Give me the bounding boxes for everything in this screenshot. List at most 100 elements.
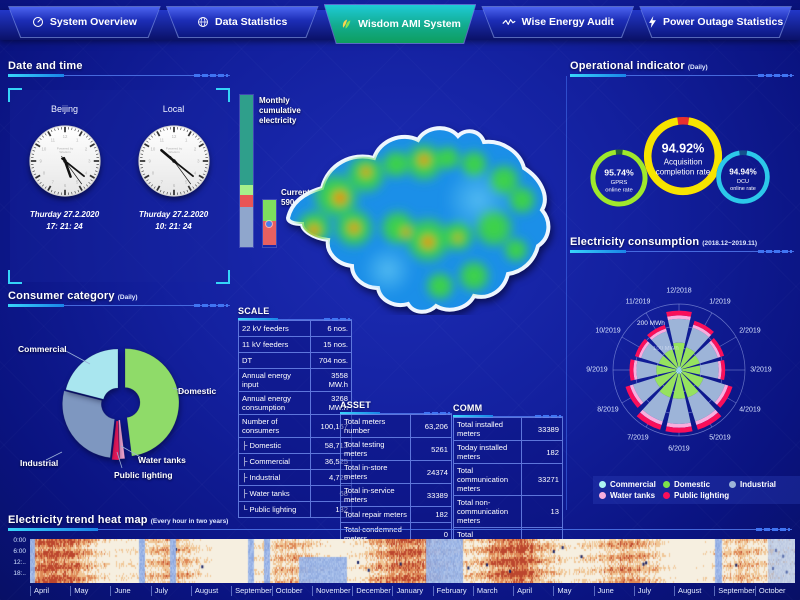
table-row: └ Public lighting 132 (238, 502, 352, 518)
row-value: 182 (521, 441, 562, 463)
tab-wise-energy-audit[interactable]: Wise Energy Audit (481, 6, 635, 38)
svg-text:3: 3 (197, 159, 200, 164)
consumer-title: Consumer category (8, 290, 115, 302)
right-column-divider (566, 76, 567, 510)
rose-sector (633, 360, 638, 380)
leaf-icon (339, 18, 352, 31)
row-label: Total non-communication meters (457, 498, 509, 525)
svg-text:8: 8 (42, 171, 45, 176)
clock-time: 17: 21: 24 (46, 222, 83, 231)
rose-sector (676, 370, 679, 374)
consumption-legend: Commercial Domestic Industrial Water tanks P… (593, 476, 800, 504)
scale-table-header: SCALE (238, 306, 352, 321)
rose-month-label: 6/2019 (668, 445, 690, 453)
clock-beijing: Beijing 1 2 3 4 5 6 7 8 9 10 11 12 Powered by Wisdom … (10, 90, 119, 282)
heatmap-month-label: August (190, 586, 231, 596)
row-value: 15 nos. (310, 337, 351, 352)
rose-sector (640, 409, 663, 426)
gauge-label-1: GPRS (611, 180, 628, 186)
consumption-panel-header: Electricity consumption (2018.12~2019.11… (570, 236, 794, 253)
rose-sector (717, 360, 722, 380)
row-label: DT (242, 356, 253, 365)
rose-sector (686, 327, 710, 353)
tab-data-statistics[interactable]: Data Statistics (165, 6, 319, 38)
nav-tabs: System Overview Data Statistics Wisdom AMI… (8, 4, 792, 46)
legend-dot (663, 492, 670, 499)
svg-text:4: 4 (84, 171, 87, 176)
rose-month-label: 7/2019 (627, 434, 649, 442)
heatmap-month-label: September (231, 586, 272, 596)
svg-text:6: 6 (63, 183, 66, 188)
gauge-label-1: DCU (737, 179, 749, 185)
rose-sector (672, 373, 686, 399)
datetime-panel: Beijing 1 2 3 4 5 6 7 8 9 10 11 12 Powered by Wisdom … (8, 88, 230, 284)
heatmap-month-label: July (150, 586, 191, 596)
rose-sector (680, 372, 699, 398)
row-value: 24374 (410, 461, 451, 483)
rose-sector (641, 343, 664, 364)
heatmap-month-label: July (633, 586, 674, 596)
heatmap-month-label: January (392, 586, 432, 596)
globe-icon (197, 16, 209, 28)
rose-sector (634, 338, 648, 358)
row-value: 132 (310, 502, 351, 517)
row-value: 13 (521, 496, 562, 527)
tab-inner: System Overview (9, 7, 160, 37)
legend-label: Domestic (674, 480, 711, 489)
rose-sector (692, 324, 712, 338)
rose-sector (664, 349, 679, 368)
legend-dot (599, 492, 606, 499)
heatmap-month-label: October (271, 586, 312, 596)
pie-slice-domestic (124, 348, 180, 457)
table-row: Total communication meters 33271 (453, 464, 563, 496)
pie-label-industrial: Industrial (20, 458, 59, 468)
table-row: DT 704 nos. (238, 353, 352, 369)
table-row: Today installed meters 182 (453, 441, 563, 464)
rose-sector (693, 320, 714, 335)
tab-wisdom-ami-system[interactable]: Wisdom AMI System (323, 4, 477, 44)
svg-text:2: 2 (193, 146, 196, 151)
table-row: Total repair meters 182 (340, 507, 452, 523)
svg-text:Wisdom: Wisdom (168, 150, 180, 154)
consumption-rose-chart: 12/2018 1/2019 2/2019 3/2019 4/2019 5/2019 6/2… (565, 238, 797, 478)
bar-segment (240, 207, 253, 247)
rose-sector (676, 369, 679, 371)
tab-system-overview[interactable]: System Overview (8, 6, 161, 38)
table-row: Annual energy input 3558 MW.h (238, 369, 352, 392)
pie-label-domestic: Domestic (178, 386, 217, 396)
svg-text:9: 9 (39, 159, 42, 164)
tab-power-outage-statistics[interactable]: Power Outage Statistics (639, 6, 792, 38)
heatmap-month-label: September (714, 586, 755, 596)
corner-bracket (8, 270, 22, 284)
row-label: 11 kV feeders (242, 340, 289, 349)
svg-text:1: 1 (75, 137, 78, 142)
rose-sector (714, 384, 729, 405)
gauge-value: 94.92% (662, 142, 705, 156)
pie-slice-water-tanks (118, 419, 126, 460)
table-row: Total non-communication meters 13 (453, 496, 563, 528)
rose-sector (679, 370, 682, 374)
gauge-label-2: completion rate (656, 167, 711, 176)
gauge-label-2: online rate (730, 186, 756, 192)
rose-sector (632, 377, 660, 403)
legend-label: Public lighting (674, 491, 730, 500)
heatmap-y-label: 12:.. (13, 559, 26, 566)
datetime-panel-header: Date and time (8, 60, 230, 77)
row-label: 22 kV feeders (242, 324, 289, 333)
table-row: ├ Industrial 4,729 (238, 470, 352, 486)
operational-panel-header: Operational indicator (Daily) (570, 60, 794, 77)
row-label: Annual energy consumption (242, 394, 291, 412)
rose-sector (638, 341, 650, 359)
legend-dot (729, 481, 736, 488)
legend-dot (599, 481, 606, 488)
rose-month-label: 1/2019 (709, 298, 731, 306)
row-value: 36,525 (310, 454, 351, 469)
ring-label-100: 100 MWh (653, 346, 679, 352)
rose-sector (676, 368, 679, 370)
legend-label: Water tanks (610, 491, 656, 500)
rose-sector (656, 365, 677, 375)
rose-sector (647, 324, 666, 338)
table-row: Annual energy consumption 3268 MW.h (238, 392, 352, 415)
